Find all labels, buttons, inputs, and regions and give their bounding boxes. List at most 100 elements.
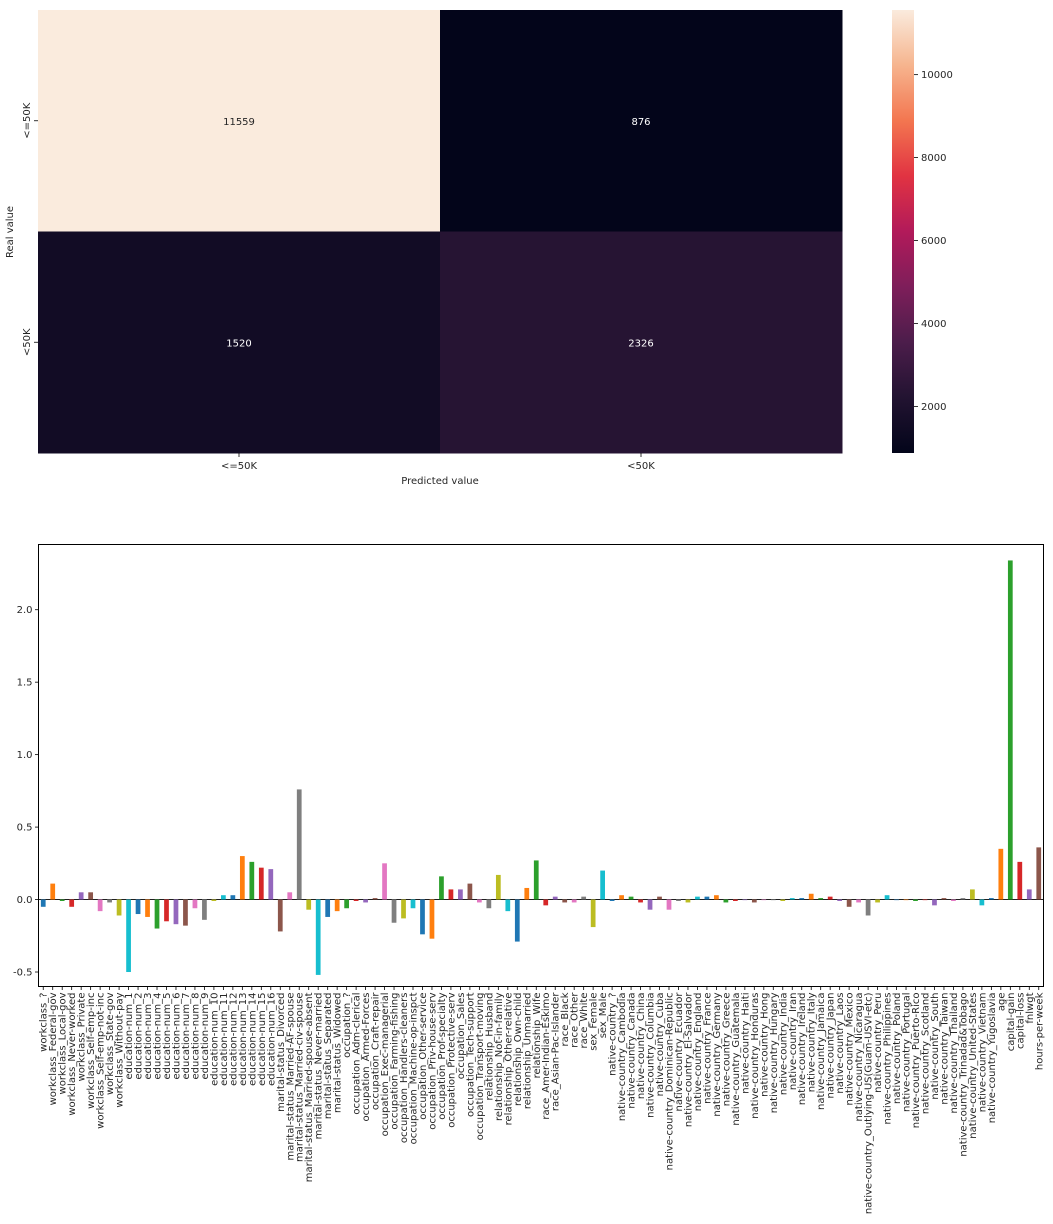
heatmap-cell <box>440 10 843 232</box>
bar <box>695 896 700 900</box>
bar <box>581 896 587 900</box>
bar <box>533 860 539 900</box>
bar <box>742 899 748 901</box>
heatmap-y-axis-label: Real value <box>5 206 16 258</box>
bar-x-tick-label: education-num_8 <box>190 993 201 1080</box>
bar-x-tick-label: native-country_Canada <box>627 993 638 1109</box>
bar-x-tick-label: native-country_Japan <box>826 993 837 1099</box>
bar <box>439 876 444 900</box>
bar <box>107 899 112 903</box>
bar <box>69 899 75 907</box>
bar-x-tick-label: education-num_13 <box>238 993 249 1086</box>
bar-x-tick-label: workclass_State-gov <box>105 992 116 1095</box>
heatmap-annotations: 11559 876 1520 2326 <box>223 117 654 350</box>
bar-x-tick-label: race_Black <box>560 992 571 1046</box>
bar-x-tick-label: native-country_Mexico <box>845 993 856 1106</box>
bar-x-tick-label: occupation_Sales <box>456 993 467 1080</box>
bar <box>50 883 56 900</box>
bar <box>486 899 492 909</box>
bar-x-tick-label: native-country_? <box>608 993 619 1076</box>
bar <box>59 899 65 901</box>
bar-x-tick-label: native-country_Trinadad&Tobago <box>958 993 969 1157</box>
heatmap-colorbar: 2000 4000 6000 8000 10000 <box>892 10 953 453</box>
bar-x-tick-label: native-country_Honduras <box>750 993 761 1119</box>
bar <box>998 848 1004 900</box>
bar-x-tick-label: workclass_Without-pay <box>115 992 126 1107</box>
bar-x-tick-label: occupation_? <box>342 993 353 1058</box>
bar <box>856 899 861 903</box>
bar-x-tick-label: native-country_Columbia <box>646 993 657 1118</box>
bar-y-tick-label: -0.5 <box>13 968 33 979</box>
bar <box>932 899 937 906</box>
bar-x-tick-label: workclass_Private <box>77 993 88 1082</box>
heatmap-x-axis-label: Predicted value <box>401 476 478 487</box>
bar-x-tick-label: education-num_5 <box>162 993 173 1080</box>
bar <box>818 898 824 900</box>
bar <box>628 896 634 900</box>
bar-x-tick-label: native-country_Portugal <box>902 993 913 1113</box>
bar-x-tick-label: relationship_Not-in-family <box>494 992 505 1121</box>
bar-x-tick-label: native-country_Ireland <box>797 993 808 1106</box>
bar <box>960 898 966 900</box>
bar <box>401 899 406 919</box>
bar <box>514 899 520 942</box>
bar <box>723 899 729 903</box>
bar <box>277 899 283 932</box>
colorbar-gradient <box>892 10 914 453</box>
bar-x-tick-label: native-country_England <box>693 993 704 1112</box>
bar <box>202 899 207 920</box>
bar-x-tick-label: occupation_Handlers-cleaners <box>399 993 410 1144</box>
bar <box>135 899 141 915</box>
bar-y-tick-label: 0.0 <box>17 895 33 906</box>
bar-x-tick-label: native-country_France <box>702 993 713 1104</box>
bar-x-tick-label: education-num_16 <box>266 993 277 1086</box>
bar <box>552 896 558 900</box>
bar <box>154 899 160 929</box>
bar <box>524 887 530 900</box>
bar <box>685 899 691 903</box>
bar-x-tick-label: occupation_Farming-fishing <box>390 993 401 1130</box>
bar <box>590 899 596 928</box>
bar <box>467 883 473 900</box>
bar <box>600 870 605 900</box>
bar-x-tick-label: workclass_? <box>39 993 50 1052</box>
bar-x-tick-label: occupation_Other-service <box>418 993 429 1120</box>
bar <box>657 896 662 900</box>
bar <box>789 898 795 900</box>
heatmap-y-tick-label: <=50K <box>22 102 33 138</box>
bar <box>458 889 463 900</box>
bar <box>865 899 871 916</box>
bar-y-tick-label: 2.0 <box>17 605 33 616</box>
bar-x-tick-label: relationship_Unmarried <box>522 993 533 1110</box>
bar-x-tick-label: marital-status_Married-spouse-absent <box>304 992 315 1182</box>
bar-x-tick-label: race_Amer-Indian-Eskimo <box>541 993 552 1120</box>
bar-x-tick-label: native-country_Haiti <box>740 993 751 1094</box>
heatmap-x-tick-label: <=50K <box>221 461 257 472</box>
heatmap-ticks: <=50K <50K <=50K <50K <box>22 102 655 472</box>
bar <box>543 899 549 906</box>
heatmap-cell-value: 876 <box>631 117 650 128</box>
bar <box>306 899 312 910</box>
bar-y-axis-ticks: -0.5 0.0 0.5 1.0 1.5 2.0 <box>13 605 39 979</box>
bar <box>97 899 103 912</box>
heatmap-cell <box>440 231 843 454</box>
heatmap-x-tick-label: <50K <box>627 461 655 472</box>
bar <box>875 899 880 903</box>
bar-x-tick-label: native-country_Poland <box>892 993 903 1104</box>
bar <box>1007 560 1013 900</box>
bar-x-tick-label: occupation_Machine-op-inspct <box>409 992 420 1144</box>
bar-x-tick-label: education-num_6 <box>171 993 182 1080</box>
bar <box>562 899 568 903</box>
bar-x-tick-label: native-country_Peru <box>873 993 884 1093</box>
bar-x-tick-label: native-country_Laos <box>835 993 846 1094</box>
bar <box>1026 889 1032 900</box>
bar-x-tick-label: sex_Male <box>598 993 609 1039</box>
bar <box>344 899 350 909</box>
bar <box>192 899 198 909</box>
bar-x-tick-label: relationship_Husband <box>484 993 495 1101</box>
bar <box>221 895 226 900</box>
bar-x-tick-label: relationship_Other-relative <box>503 993 514 1126</box>
bar-x-tick-label: occupation_Tech-support <box>465 992 476 1117</box>
bar <box>837 899 843 901</box>
bar-x-tick-label: native-country_China <box>636 993 647 1100</box>
